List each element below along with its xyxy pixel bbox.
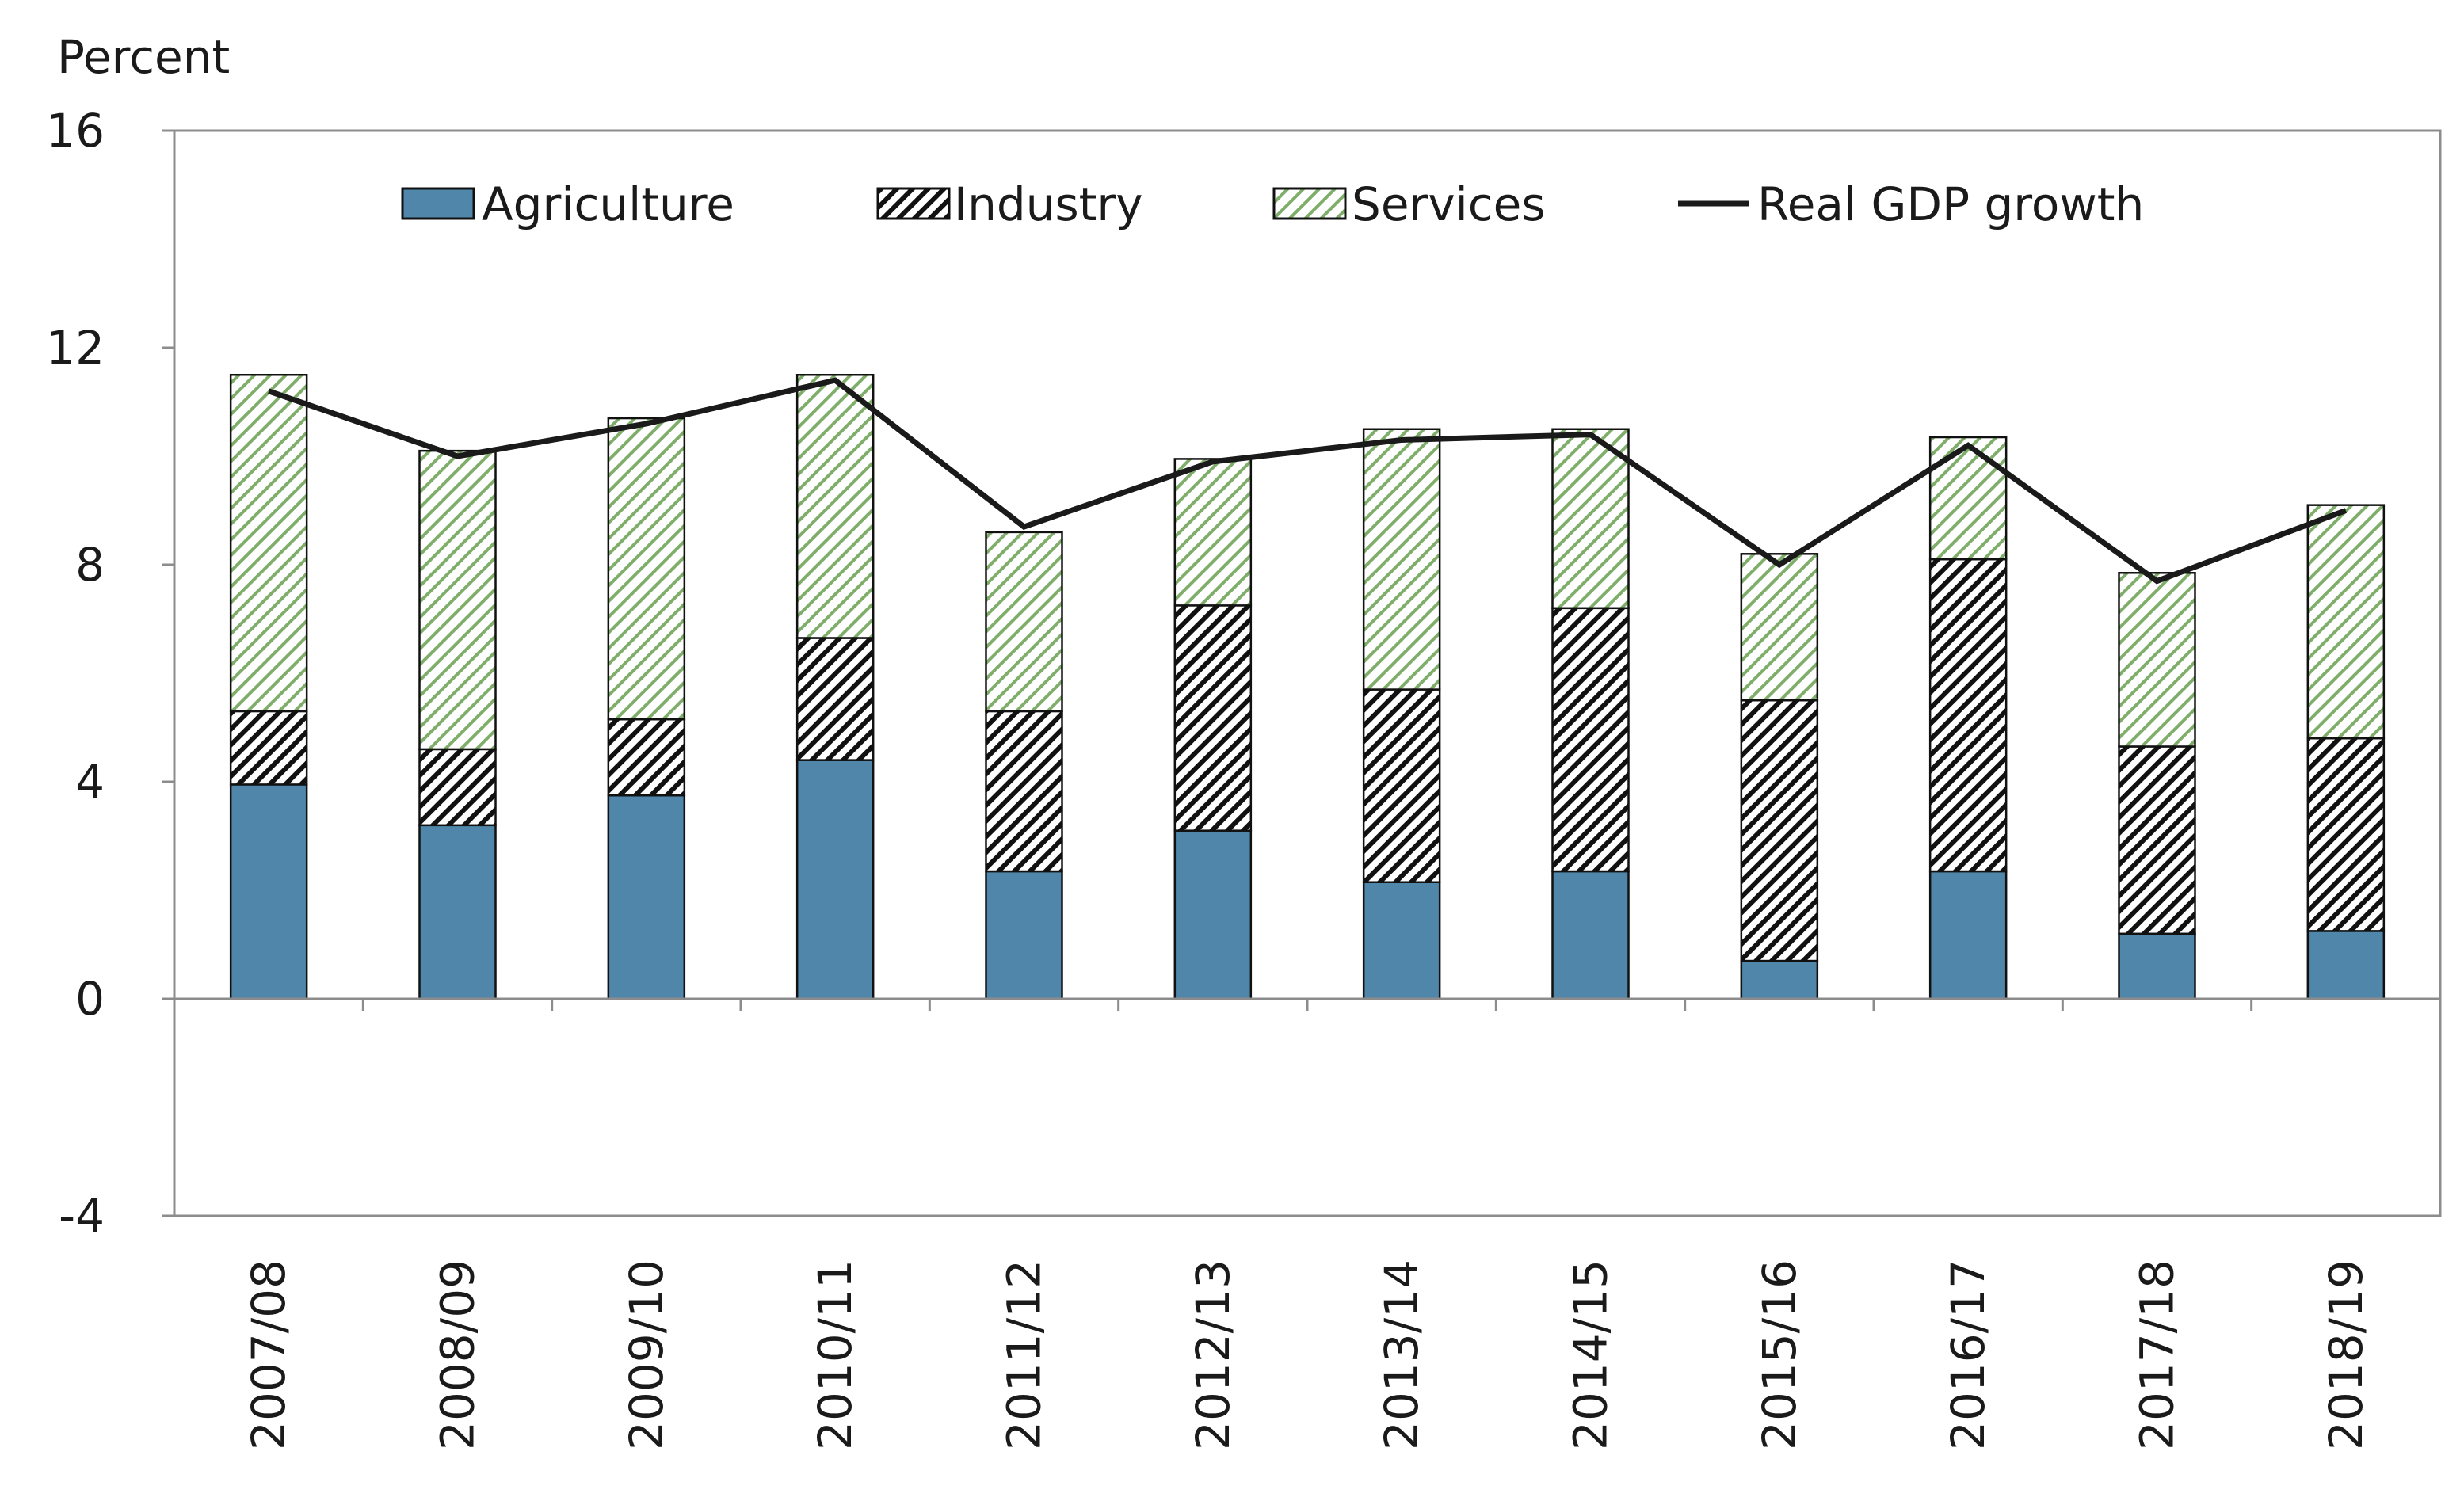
bar-services [2119, 573, 2195, 746]
legend-label-industry: Industry [954, 177, 1143, 231]
bar-industry [797, 638, 873, 760]
bar-agriculture [1930, 871, 2006, 999]
bar-agriculture [1175, 831, 1251, 999]
x-category-label: 2016/17 [1941, 1259, 1995, 1450]
bar-agriculture [231, 784, 307, 999]
legend-label-gdp-growth: Real GDP growth [1757, 177, 2144, 231]
y-tick-label: 0 [75, 972, 105, 1026]
x-category-label: 2018/19 [2319, 1259, 2373, 1450]
bar-services [1175, 459, 1251, 605]
x-category-label: 2017/18 [2130, 1259, 2184, 1450]
plot-border [174, 131, 2440, 1216]
x-axis: 2007/08 2008/09 2009/10 2010/11 2011/12 2012/… [242, 1259, 2373, 1450]
bar-industry [2119, 746, 2195, 933]
bar-services [420, 451, 496, 749]
x-category-label: 2014/15 [1564, 1259, 1618, 1450]
bar-services [231, 375, 307, 711]
bar-industry [1930, 559, 2006, 871]
bars [231, 375, 2384, 999]
plot-frame [174, 131, 2440, 1216]
x-category-label: 2009/10 [620, 1259, 673, 1450]
bar-services [797, 375, 873, 638]
x-category-label: 2008/09 [431, 1259, 485, 1450]
bar-industry [1741, 700, 1817, 961]
bar-agriculture [1741, 961, 1817, 999]
y-axis-unit-label: Percent [57, 30, 230, 84]
bar-agriculture [2308, 931, 2384, 999]
gdp-line-layer [269, 380, 2346, 581]
y-tick-label: 4 [75, 755, 105, 809]
bar-industry [1553, 608, 1629, 871]
legend-label-services: Services [1352, 177, 1546, 231]
bar-industry [420, 749, 496, 825]
bar-industry [608, 719, 685, 795]
y-tick-label: 16 [46, 104, 105, 158]
bar-services [1364, 429, 1440, 690]
bar-agriculture [2119, 934, 2195, 999]
bar-agriculture [608, 795, 685, 999]
bar-services [986, 532, 1062, 711]
y-axis: -4 0 4 8 12 16 [46, 104, 174, 1243]
legend-label-agriculture: Agriculture [482, 177, 734, 231]
chart: Percent -40481216 2007/08 2008/09 2009/10 2… [0, 0, 2464, 1501]
bar-industry [986, 711, 1062, 871]
bar-agriculture [797, 760, 873, 999]
bar-services [2308, 505, 2384, 739]
bar-agriculture [986, 871, 1062, 999]
bar-services [1741, 554, 1817, 700]
y-tick-label: 12 [46, 321, 105, 375]
x-category-label: 2010/11 [808, 1259, 862, 1450]
legend-swatch-industry [878, 189, 949, 219]
bar-services [608, 418, 685, 719]
bar-industry [2308, 738, 2384, 931]
legend: Agriculture Industry Services Real GDP g… [402, 177, 2144, 231]
bar-industry [1175, 605, 1251, 830]
x-category-label: 2015/16 [1753, 1259, 1806, 1450]
legend-swatch-agriculture [402, 189, 474, 219]
y-tick-label: -4 [59, 1189, 105, 1243]
x-category-label: 2012/13 [1186, 1259, 1240, 1450]
y-tick-label: 8 [75, 538, 105, 592]
bar-agriculture [1553, 871, 1629, 999]
bar-services [1930, 437, 2006, 559]
bar-agriculture [1364, 882, 1440, 999]
x-category-label: 2007/08 [242, 1259, 296, 1450]
bar-industry [231, 711, 307, 784]
bar-industry [1364, 690, 1440, 882]
x-category-label: 2011/12 [997, 1259, 1051, 1450]
gdp-growth-line [269, 380, 2346, 581]
bar-agriculture [420, 825, 496, 999]
legend-swatch-services [1274, 189, 1345, 219]
x-category-label: 2013/14 [1375, 1259, 1428, 1450]
